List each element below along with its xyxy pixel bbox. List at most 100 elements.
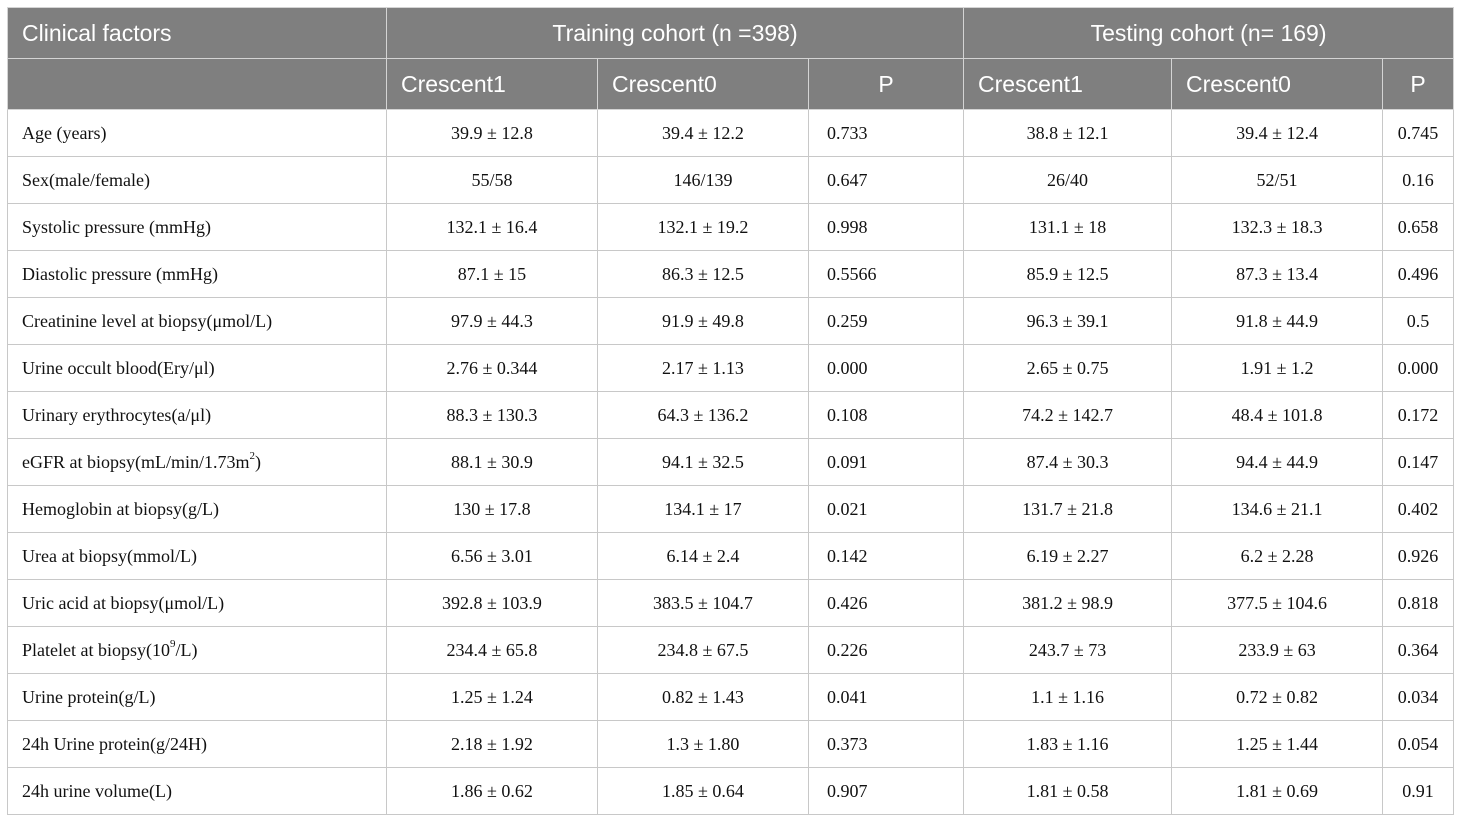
testing-crescent1-cell: 243.7 ± 73 — [963, 626, 1173, 674]
header-training-cohort: Training cohort (n =398) — [385, 7, 965, 59]
training-p-cell: 0.907 — [807, 767, 965, 815]
table-row: 24h Urine protein(g/24H) 2.18 ± 1.92 1.3 ±… — [7, 720, 1455, 768]
row-label-text: Urea at biopsy(mmol/L) — [22, 545, 197, 566]
row-label-text: Creatinine level at biopsy(μmol/L) — [22, 310, 273, 331]
row-label-text: Uric acid at biopsy(μmol/L) — [22, 592, 225, 613]
testing-crescent0-cell: 233.9 ± 63 — [1171, 626, 1384, 674]
row-label: 24h urine volume(L) — [7, 767, 387, 815]
testing-p-cell: 0.147 — [1382, 438, 1455, 486]
training-crescent0-cell: 234.8 ± 67.5 — [597, 626, 809, 674]
testing-p-cell: 0.034 — [1382, 673, 1455, 721]
testing-crescent1-cell: 381.2 ± 98.9 — [963, 579, 1173, 627]
row-label: Uric acid at biopsy(μmol/L) — [7, 579, 387, 627]
table-row: Platelet at biopsy(109/L) 234.4 ± 65.8 234… — [7, 626, 1455, 674]
row-label: Urine occult blood(Ery/μl) — [7, 344, 387, 392]
training-crescent1-cell: 234.4 ± 65.8 — [386, 626, 598, 674]
testing-crescent1-cell: 85.9 ± 12.5 — [963, 250, 1173, 298]
testing-p-cell: 0.054 — [1382, 720, 1455, 768]
row-label: Creatinine level at biopsy(μmol/L) — [7, 297, 387, 345]
training-p-cell: 0.373 — [807, 720, 965, 768]
training-crescent0-cell: 94.1 ± 32.5 — [597, 438, 809, 486]
row-label-superscript: 2 — [249, 449, 256, 462]
training-p-cell: 0.041 — [807, 673, 965, 721]
header-training-crescent0: Crescent0 — [597, 58, 809, 110]
row-label-text: Urine occult blood(Ery/μl) — [22, 357, 215, 378]
row-label: Platelet at biopsy(109/L) — [7, 626, 387, 674]
training-crescent0-cell: 0.82 ± 1.43 — [597, 673, 809, 721]
training-crescent0-cell: 6.14 ± 2.4 — [597, 532, 809, 580]
training-p-cell: 0.108 — [807, 391, 965, 439]
table-row: Urea at biopsy(mmol/L) 6.56 ± 3.01 6.14 ± … — [7, 532, 1455, 580]
row-label: eGFR at biopsy(mL/min/1.73m2) — [7, 438, 387, 486]
testing-crescent1-cell: 87.4 ± 30.3 — [963, 438, 1173, 486]
table-row: Urinary erythrocytes(a/μl) 88.3 ± 130.3 64… — [7, 391, 1455, 439]
testing-crescent0-cell: 0.72 ± 0.82 — [1171, 673, 1384, 721]
header-testing-crescent1: Crescent1 — [963, 58, 1173, 110]
clinical-factors-table: Clinical factors Training cohort (n =398… — [7, 7, 1455, 815]
testing-crescent0-cell: 134.6 ± 21.1 — [1171, 485, 1384, 533]
row-label-text: Urinary erythrocytes(a/μl) — [22, 404, 212, 425]
training-p-cell: 0.259 — [807, 297, 965, 345]
training-crescent1-cell: 87.1 ± 15 — [386, 250, 598, 298]
training-p-cell: 0.091 — [807, 438, 965, 486]
table-row: Urine protein(g/L) 1.25 ± 1.24 0.82 ± 1.43… — [7, 673, 1455, 721]
row-label-text: Sex(male/female) — [22, 169, 150, 190]
testing-crescent0-cell: 94.4 ± 44.9 — [1171, 438, 1384, 486]
testing-p-cell: 0.926 — [1382, 532, 1455, 580]
row-label: Systolic pressure (mmHg) — [7, 203, 387, 251]
training-crescent1-cell: 2.18 ± 1.92 — [386, 720, 598, 768]
testing-crescent1-cell: 38.8 ± 12.1 — [963, 109, 1173, 157]
training-crescent1-cell: 88.1 ± 30.9 — [386, 438, 598, 486]
table-body: Age (years) 39.9 ± 12.8 39.4 ± 12.2 0.733 38… — [7, 109, 1455, 815]
training-p-cell: 0.000 — [807, 344, 965, 392]
header-clinical-factors: Clinical factors — [7, 7, 387, 59]
testing-p-cell: 0.818 — [1382, 579, 1455, 627]
header-row-subcolumns: Crescent1 Crescent0 P Crescent1 Crescent… — [7, 58, 1455, 110]
row-label: Diastolic pressure (mmHg) — [7, 250, 387, 298]
header-testing-p: P — [1382, 58, 1455, 110]
testing-p-cell: 0.496 — [1382, 250, 1455, 298]
row-label-text: Urine protein(g/L) — [22, 686, 156, 707]
training-p-cell: 0.142 — [807, 532, 965, 580]
training-crescent1-cell: 6.56 ± 3.01 — [386, 532, 598, 580]
training-p-cell: 0.426 — [807, 579, 965, 627]
testing-p-cell: 0.402 — [1382, 485, 1455, 533]
row-label-text: 24h Urine protein(g/24H) — [22, 733, 207, 754]
row-label-text: Hemoglobin at biopsy(g/L) — [22, 498, 219, 519]
training-crescent1-cell: 39.9 ± 12.8 — [386, 109, 598, 157]
testing-crescent0-cell: 6.2 ± 2.28 — [1171, 532, 1384, 580]
training-p-cell: 0.998 — [807, 203, 965, 251]
table-row: 24h urine volume(L) 1.86 ± 0.62 1.85 ± 0.6… — [7, 767, 1455, 815]
testing-crescent1-cell: 1.83 ± 1.16 — [963, 720, 1173, 768]
header-testing-cohort: Testing cohort (n= 169) — [963, 7, 1455, 59]
training-crescent0-cell: 91.9 ± 49.8 — [597, 297, 809, 345]
testing-crescent0-cell: 91.8 ± 44.9 — [1171, 297, 1384, 345]
testing-p-cell: 0.658 — [1382, 203, 1455, 251]
testing-crescent0-cell: 1.25 ± 1.44 — [1171, 720, 1384, 768]
training-crescent0-cell: 39.4 ± 12.2 — [597, 109, 809, 157]
testing-crescent1-cell: 131.7 ± 21.8 — [963, 485, 1173, 533]
testing-p-cell: 0.745 — [1382, 109, 1455, 157]
table-row: Systolic pressure (mmHg) 132.1 ± 16.4 132.… — [7, 203, 1455, 251]
header-training-p: P — [807, 58, 965, 110]
row-label-text: 24h urine volume(L) — [22, 780, 172, 801]
row-label: Sex(male/female) — [7, 156, 387, 204]
table-row: Creatinine level at biopsy(μmol/L) 97.9 ±… — [7, 297, 1455, 345]
row-label-text: Systolic pressure (mmHg) — [22, 216, 211, 237]
testing-crescent0-cell: 87.3 ± 13.4 — [1171, 250, 1384, 298]
training-crescent0-cell: 1.3 ± 1.80 — [597, 720, 809, 768]
training-crescent0-cell: 2.17 ± 1.13 — [597, 344, 809, 392]
table-row: Uric acid at biopsy(μmol/L) 392.8 ± 103.9… — [7, 579, 1455, 627]
testing-p-cell: 0.16 — [1382, 156, 1455, 204]
training-crescent1-cell: 88.3 ± 130.3 — [386, 391, 598, 439]
row-label-text: eGFR at biopsy(mL/min/1.73m — [22, 451, 250, 472]
table-row: Diastolic pressure (mmHg) 87.1 ± 15 86.3 ±… — [7, 250, 1455, 298]
table-header: Clinical factors Training cohort (n =398… — [7, 7, 1455, 110]
training-crescent1-cell: 1.25 ± 1.24 — [386, 673, 598, 721]
row-label: 24h Urine protein(g/24H) — [7, 720, 387, 768]
table-row: Sex(male/female) 55/58 146/139 0.647 26/40 52… — [7, 156, 1455, 204]
training-crescent1-cell: 132.1 ± 16.4 — [386, 203, 598, 251]
testing-crescent0-cell: 132.3 ± 18.3 — [1171, 203, 1384, 251]
row-label: Age (years) — [7, 109, 387, 157]
training-crescent0-cell: 383.5 ± 104.7 — [597, 579, 809, 627]
